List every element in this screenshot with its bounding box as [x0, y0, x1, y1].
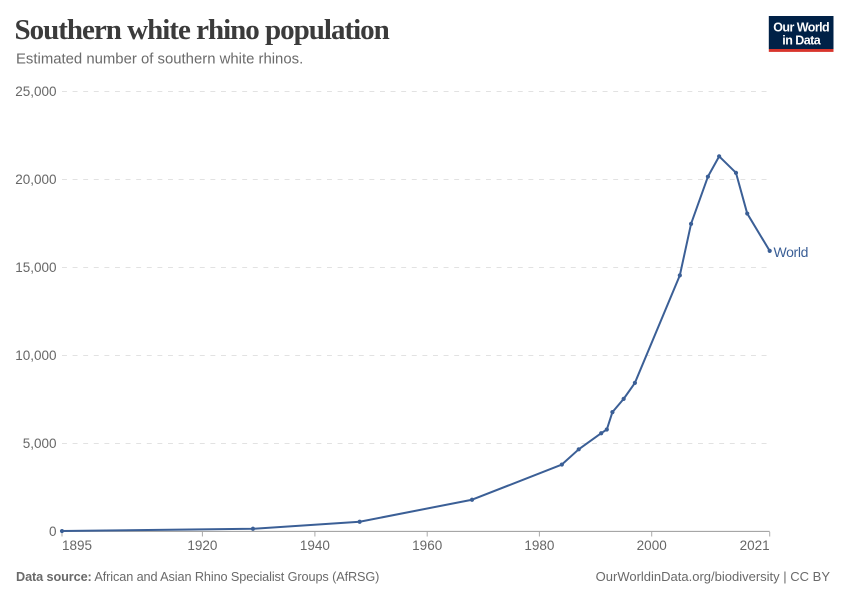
- svg-text:20,000: 20,000: [15, 172, 56, 187]
- svg-text:25,000: 25,000: [15, 84, 56, 99]
- svg-text:Data source: African and Asian: Data source: African and Asian Rhino Spe…: [16, 570, 379, 584]
- svg-text:10,000: 10,000: [15, 348, 56, 363]
- svg-text:15,000: 15,000: [15, 260, 56, 275]
- svg-text:Southern white rhino populatio: Southern white rhino population: [15, 14, 390, 46]
- svg-text:2000: 2000: [637, 538, 667, 553]
- svg-text:1940: 1940: [300, 538, 330, 553]
- svg-text:in Data: in Data: [782, 33, 821, 47]
- svg-text:1960: 1960: [412, 538, 442, 553]
- svg-text:Our World: Our World: [773, 20, 829, 34]
- svg-text:OurWorldinData.org/biodiversit: OurWorldinData.org/biodiversity | CC BY: [596, 569, 831, 584]
- svg-text:World: World: [774, 244, 809, 260]
- svg-text:2021: 2021: [740, 538, 770, 553]
- svg-text:Estimated number of southern w: Estimated number of southern white rhino…: [16, 52, 303, 68]
- svg-text:0: 0: [49, 524, 57, 539]
- svg-text:1920: 1920: [187, 538, 217, 553]
- svg-text:1980: 1980: [524, 538, 554, 553]
- svg-text:1895: 1895: [62, 538, 92, 553]
- svg-text:5,000: 5,000: [23, 436, 57, 451]
